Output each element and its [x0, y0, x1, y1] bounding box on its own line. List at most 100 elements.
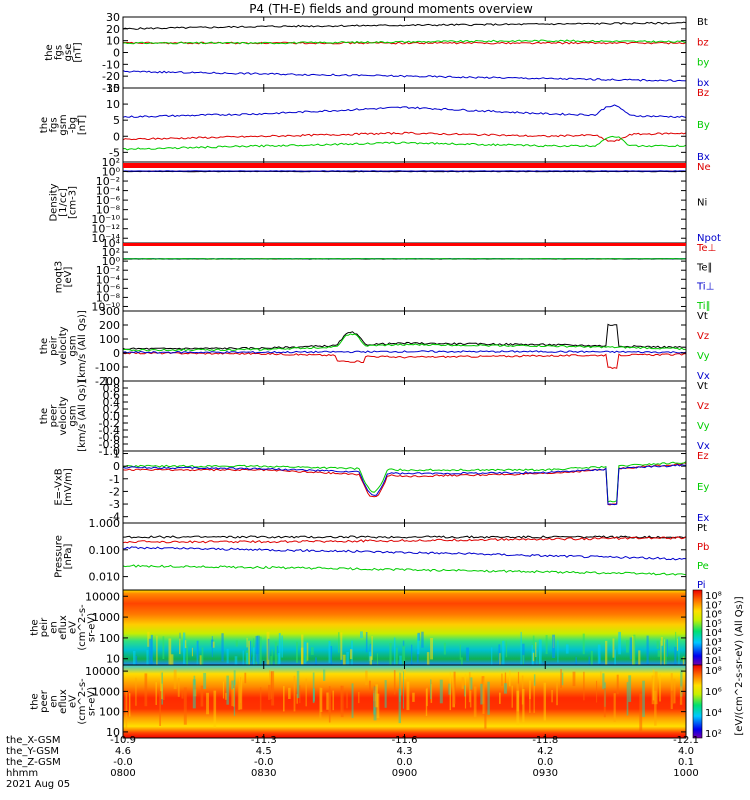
y-axis-label-line: the	[44, 44, 55, 60]
spectrogram-texture	[244, 672, 247, 684]
spectrogram-texture	[212, 641, 215, 648]
spectrogram-texture	[177, 678, 180, 697]
spectrogram-texture	[605, 640, 608, 678]
spectrogram-texture	[666, 639, 668, 657]
footer-time-value: 0800	[110, 768, 135, 779]
spectrogram-texture	[373, 685, 376, 708]
colorbar-tick-label: 10⁶	[705, 610, 722, 621]
spectrogram-texture	[504, 672, 507, 690]
spectrogram-texture	[660, 640, 662, 673]
spectrogram-texture	[147, 631, 150, 647]
y-tick-label: 10	[106, 98, 120, 111]
footer-time-value: 1000	[673, 768, 698, 779]
spectrogram-texture	[406, 681, 410, 711]
spectrogram-texture	[328, 686, 331, 723]
y-tick-label: 0.2	[103, 403, 121, 416]
colorbar-tick-label: 10⁵	[705, 619, 722, 630]
spectrogram-texture	[224, 692, 227, 700]
y-axis-label-line: the	[30, 619, 41, 635]
y-axis-label-line: en	[49, 695, 60, 708]
colorbar-tick-label: 10⁸	[705, 591, 722, 602]
legend-Pi: Pi	[697, 580, 706, 591]
spectrogram-texture	[522, 655, 525, 668]
y-axis-label-line: E=-VxB	[53, 468, 64, 505]
y-axis-label-line: Pressure	[53, 535, 64, 578]
spectrogram-texture	[281, 635, 283, 658]
spectrogram-texture	[330, 646, 333, 667]
footer-time-value: 0930	[533, 768, 558, 779]
y-axis-label-line: eV	[68, 695, 79, 708]
spectrogram-texture	[532, 652, 535, 662]
spectrogram-texture	[398, 688, 401, 724]
y-tick-label: 1	[113, 448, 120, 461]
y-axis-label-line: sr-eV)	[87, 613, 98, 642]
spectrogram-texture	[162, 690, 165, 700]
colorbar-tick-label: 10⁴	[705, 628, 722, 639]
y-tick-label: 0	[113, 460, 120, 473]
y-axis-label-line: velocity	[58, 396, 69, 435]
spectrogram-texture	[603, 688, 606, 718]
y-axis-label-line: peir	[39, 617, 50, 637]
y-tick-label: 10⁻¹⁴	[91, 232, 120, 245]
y-tick-label: 100	[99, 333, 120, 346]
spectrogram-texture	[597, 644, 601, 664]
y-tick-label: 0.8	[103, 382, 121, 395]
y-axis-label-line: peer	[49, 404, 60, 428]
spectrogram-texture	[532, 635, 535, 650]
y-tick-label: 15	[106, 82, 120, 95]
spectrogram-texture	[416, 649, 419, 663]
spectrogram-texture	[305, 678, 307, 707]
y-tick-label: 10	[106, 726, 120, 739]
spectrogram-texture	[469, 690, 472, 708]
spectrogram-texture	[680, 669, 683, 697]
spectrogram-texture	[274, 641, 278, 668]
spectrogram-texture	[271, 671, 275, 706]
colorbar-tick-label: 10³	[705, 637, 722, 648]
spectrogram-texture	[403, 669, 406, 679]
spectrogram-texture	[393, 637, 396, 670]
spectrogram-texture	[678, 636, 680, 668]
spectrogram-texture	[259, 687, 262, 713]
series-line-Pe	[122, 564, 687, 576]
spectrogram-texture	[310, 647, 314, 655]
spectrogram-texture	[256, 635, 260, 676]
spectrogram-texture	[628, 675, 632, 702]
spectrogram-texture	[629, 637, 633, 660]
panel-frame	[122, 242, 687, 312]
spectrogram-texture	[602, 673, 605, 690]
y-tick-label: 10⁻⁴	[96, 185, 121, 198]
y-axis-label-line: the	[39, 408, 50, 424]
y-axis-label-line: eflux	[58, 615, 69, 640]
footer-y-value: 4.5	[256, 746, 272, 757]
spectrogram-texture	[191, 647, 193, 657]
y-axis-label-line: [nT]	[72, 42, 83, 62]
spectrogram-texture	[338, 632, 340, 653]
legend-Vz: Vz	[697, 401, 709, 412]
footer-row-label: 2021 Aug 05	[6, 779, 70, 790]
colorbar-tick-label: 10⁴	[705, 708, 722, 719]
spectrogram-texture	[239, 676, 243, 710]
y-axis-label-line: peer	[39, 689, 50, 713]
y-tick-label: 100	[99, 706, 120, 719]
spectrogram-texture	[443, 642, 446, 655]
spectrogram-texture	[626, 640, 629, 653]
colorbar-label: [eV/(cm^2-s-sr-eV) (All Qs)]	[734, 596, 745, 735]
spectrogram-texture	[612, 638, 615, 658]
y-axis-label-line: (cm^2-s-	[77, 678, 88, 725]
spectrogram-texture	[652, 669, 655, 701]
y-tick-label: -5	[109, 146, 120, 159]
legend-Ti⊥: Ti⊥	[696, 282, 714, 293]
y-tick-label: 0.100	[89, 544, 121, 557]
series-line-By	[122, 135, 687, 151]
series-line-Bt	[122, 21, 687, 30]
spectrogram-texture	[600, 671, 602, 686]
y-tick-label: 10²	[102, 156, 120, 169]
spectrogram-texture	[646, 635, 649, 675]
panel-3: Ne Ni Npot 10²10⁰10⁻²10⁻⁴10⁻⁶10⁻⁸10⁻¹⁰10⁻¹²…	[49, 156, 721, 245]
spectrogram-texture	[161, 683, 163, 700]
spectrogram-texture	[135, 677, 137, 706]
